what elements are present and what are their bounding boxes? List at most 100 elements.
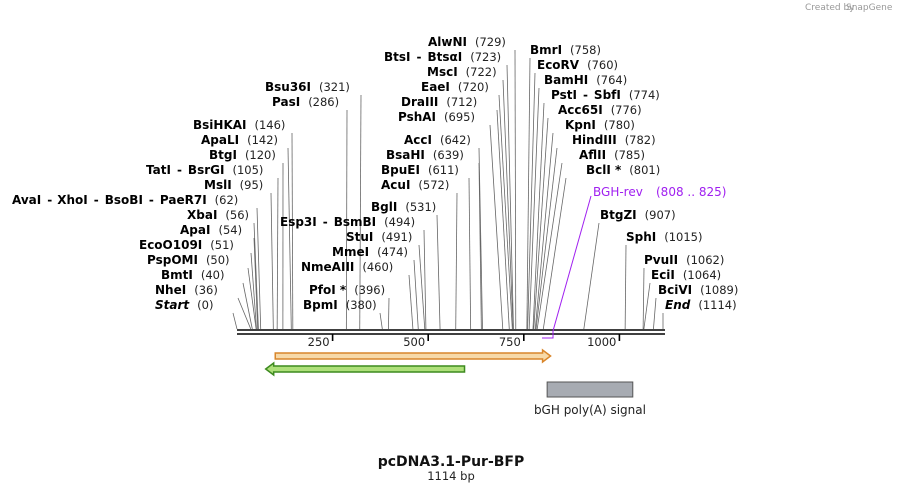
site-position: (0) bbox=[197, 298, 213, 312]
site-apai[interactable]: ApaI (54) bbox=[180, 223, 259, 330]
site-bamhi[interactable]: BamHI (764) bbox=[528, 73, 627, 330]
site-label: BpuEI (611) bbox=[381, 163, 459, 177]
feature-arrow-forward[interactable] bbox=[274, 348, 552, 364]
site-enzyme-name: PfoI * bbox=[309, 283, 347, 297]
site-bgli[interactable]: BglI (531) bbox=[371, 200, 441, 330]
site-bcli[interactable]: BclI * (801) bbox=[542, 163, 660, 330]
site-enzyme-name: Bsu36I bbox=[265, 80, 311, 94]
site-end[interactable]: End (1114) bbox=[662, 298, 737, 329]
site-xbai[interactable]: XbaI (56) bbox=[187, 208, 259, 330]
site-bcivi[interactable]: BciVI (1089) bbox=[653, 283, 738, 330]
site-label: BmrI (758) bbox=[530, 43, 601, 57]
site-separator: - bbox=[94, 193, 99, 207]
site-position: (50) bbox=[206, 253, 230, 267]
site-enzyme-name: AlwNI bbox=[428, 35, 467, 49]
site-bmti[interactable]: BmtI (40) bbox=[161, 268, 253, 330]
site-msli[interactable]: MslI (95) bbox=[204, 178, 274, 330]
site-kpni[interactable]: KpnI (780) bbox=[534, 118, 635, 330]
site-label: EcoRV (760) bbox=[537, 58, 618, 72]
site-ecii[interactable]: EciI (1064) bbox=[643, 268, 721, 330]
site-position: (729) bbox=[475, 35, 506, 49]
site-position: (491) bbox=[381, 230, 412, 244]
site-position: (907) bbox=[645, 208, 676, 222]
site-position: (286) bbox=[308, 95, 339, 109]
site-pfoi[interactable]: PfoI * (396) bbox=[309, 283, 390, 330]
site-eaei[interactable]: EaeI (720) bbox=[421, 80, 513, 330]
site-label: AflII (785) bbox=[579, 148, 645, 162]
map-title: pcDNA3.1-Pur-BFP bbox=[378, 454, 525, 470]
site-stui[interactable]: StuI (491) bbox=[346, 230, 426, 330]
site-bpmi[interactable]: BpmI (380) bbox=[303, 298, 383, 330]
feature-arrow-reverse[interactable] bbox=[264, 361, 466, 377]
site-position: (380) bbox=[346, 298, 377, 312]
site-apali[interactable]: ApaLI (142) bbox=[201, 133, 292, 330]
site-connector bbox=[247, 267, 257, 330]
site-mmei[interactable]: MmeI (474) bbox=[332, 245, 419, 330]
site-position: (321) bbox=[319, 80, 350, 94]
site-psti[interactable]: PstI - SbfI (774) bbox=[532, 88, 660, 330]
site-label: End (1114) bbox=[665, 298, 737, 312]
site-position: (56) bbox=[225, 208, 249, 222]
site-nmeaiii[interactable]: NmeAIII (460) bbox=[301, 260, 414, 330]
feature-bgh-polya[interactable]: bGH poly(A) signal bbox=[534, 381, 646, 417]
site-enzyme-name: ApaLI bbox=[201, 133, 239, 147]
site-bsahi[interactable]: BsaHI (639) bbox=[386, 148, 482, 330]
features: bGH poly(A) signal bbox=[264, 348, 646, 417]
site-aflii[interactable]: AflII (785) bbox=[536, 148, 645, 330]
site-alwni[interactable]: AlwNI (729) bbox=[428, 35, 517, 330]
site-connector bbox=[436, 214, 441, 330]
site-connector bbox=[542, 177, 567, 330]
site-separator: - bbox=[323, 215, 328, 229]
site-enzyme-name: AccI bbox=[404, 133, 432, 147]
site-nhei[interactable]: NheI (36) bbox=[155, 283, 252, 330]
site-acui[interactable]: AcuI (572) bbox=[381, 178, 458, 330]
site-label: BclI * (801) bbox=[586, 163, 660, 177]
site-sphi[interactable]: SphI (1015) bbox=[624, 230, 703, 330]
site-bsihkai[interactable]: BsiHKAI (146) bbox=[193, 118, 294, 330]
site-position: (142) bbox=[247, 133, 278, 147]
site-pasi[interactable]: PasI (286) bbox=[272, 95, 348, 330]
site-acci[interactable]: AccI (642) bbox=[404, 133, 483, 330]
site-avai[interactable]: AvaI - XhoI - BsoBI - PaeR7I (62) bbox=[12, 193, 262, 330]
site-connector bbox=[291, 132, 294, 330]
site-start[interactable]: Start (0) bbox=[155, 298, 238, 330]
site-pspomi[interactable]: PspOMI (50) bbox=[147, 253, 257, 330]
site-label: Start (0) bbox=[155, 298, 213, 312]
site-draiii[interactable]: DraIII (712) bbox=[401, 95, 510, 330]
site-connector bbox=[345, 109, 348, 330]
site-labels: AvaI - XhoI - BsoBI - PaeR7I (62)BsiHKAI (146)Ap… bbox=[12, 35, 738, 330]
site-tati[interactable]: TatI - BsrGI (105) bbox=[146, 163, 279, 330]
site-separator: - bbox=[177, 163, 182, 177]
site-label: StuI (491) bbox=[346, 230, 412, 244]
site-label: PspOMI (50) bbox=[147, 253, 230, 267]
site-ecorv[interactable]: EcoRV (760) bbox=[527, 58, 618, 330]
site-esp3i[interactable]: Esp3I - BsmBI (494) bbox=[280, 215, 427, 330]
site-btsi[interactable]: BtsI - BtsαI (723) bbox=[384, 50, 514, 330]
site-enzyme-name: BsrGI bbox=[188, 163, 225, 177]
site-position: (720) bbox=[458, 80, 489, 94]
site-bpuei[interactable]: BpuEI (611) bbox=[381, 163, 472, 330]
site-bsu36i[interactable]: Bsu36I (321) bbox=[265, 80, 362, 330]
site-position: (611) bbox=[428, 163, 459, 177]
primer-range: (808 .. 825) bbox=[656, 185, 726, 199]
site-pshai[interactable]: PshAI (695) bbox=[398, 110, 504, 330]
site-label: AcuI (572) bbox=[381, 178, 449, 192]
site-msci[interactable]: MscI (722) bbox=[427, 65, 514, 330]
site-label: AvaI - XhoI - BsoBI - PaeR7I (62) bbox=[12, 193, 238, 207]
site-ecoo109i[interactable]: EcoO109I (51) bbox=[139, 238, 257, 330]
site-hindiii[interactable]: HindIII (782) bbox=[535, 133, 656, 330]
site-enzyme-name: EcoO109I bbox=[139, 238, 202, 252]
site-bmri[interactable]: BmrI (758) bbox=[526, 43, 601, 330]
site-connector bbox=[413, 259, 419, 330]
site-pvuii[interactable]: PvuII (1062) bbox=[642, 253, 724, 330]
axis-tick-label: 750 bbox=[499, 335, 521, 349]
site-btgi[interactable]: BtgI (120) bbox=[209, 148, 284, 330]
site-position: (639) bbox=[433, 148, 464, 162]
site-btgzi[interactable]: BtgZI (907) bbox=[583, 208, 676, 330]
site-enzyme-name: NheI bbox=[155, 283, 186, 297]
site-acc65i[interactable]: Acc65I (776) bbox=[533, 103, 642, 330]
site-position: (396) bbox=[354, 283, 385, 297]
primer-bgh-rev[interactable]: BGH-rev (808 .. 825) bbox=[541, 185, 726, 339]
site-label: NheI (36) bbox=[155, 283, 218, 297]
